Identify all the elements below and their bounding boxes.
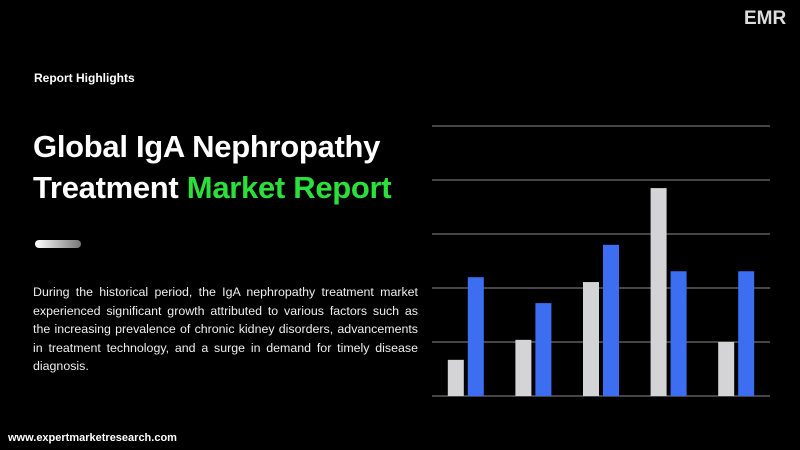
bar xyxy=(650,188,667,396)
bar xyxy=(447,359,464,396)
description: During the historical period, the IgA ne… xyxy=(33,285,418,374)
title: Global IgA Nephropathy Treatment Market R… xyxy=(33,126,392,208)
divider xyxy=(35,240,81,248)
bar xyxy=(515,339,532,396)
bar xyxy=(603,244,619,396)
logo: EMR xyxy=(744,8,787,29)
bar xyxy=(467,277,484,396)
bar xyxy=(670,271,687,396)
section-label: Report Highlights xyxy=(34,71,135,85)
bar xyxy=(535,303,552,396)
website: www.expertmarketresearch.com xyxy=(8,432,177,444)
bar xyxy=(718,342,735,396)
title-line: Global IgA Nephropathy xyxy=(33,129,381,164)
title-line: Treatment xyxy=(33,170,179,205)
bar xyxy=(583,282,599,396)
title-highlight: Market Report xyxy=(186,170,392,205)
bar xyxy=(738,271,755,396)
